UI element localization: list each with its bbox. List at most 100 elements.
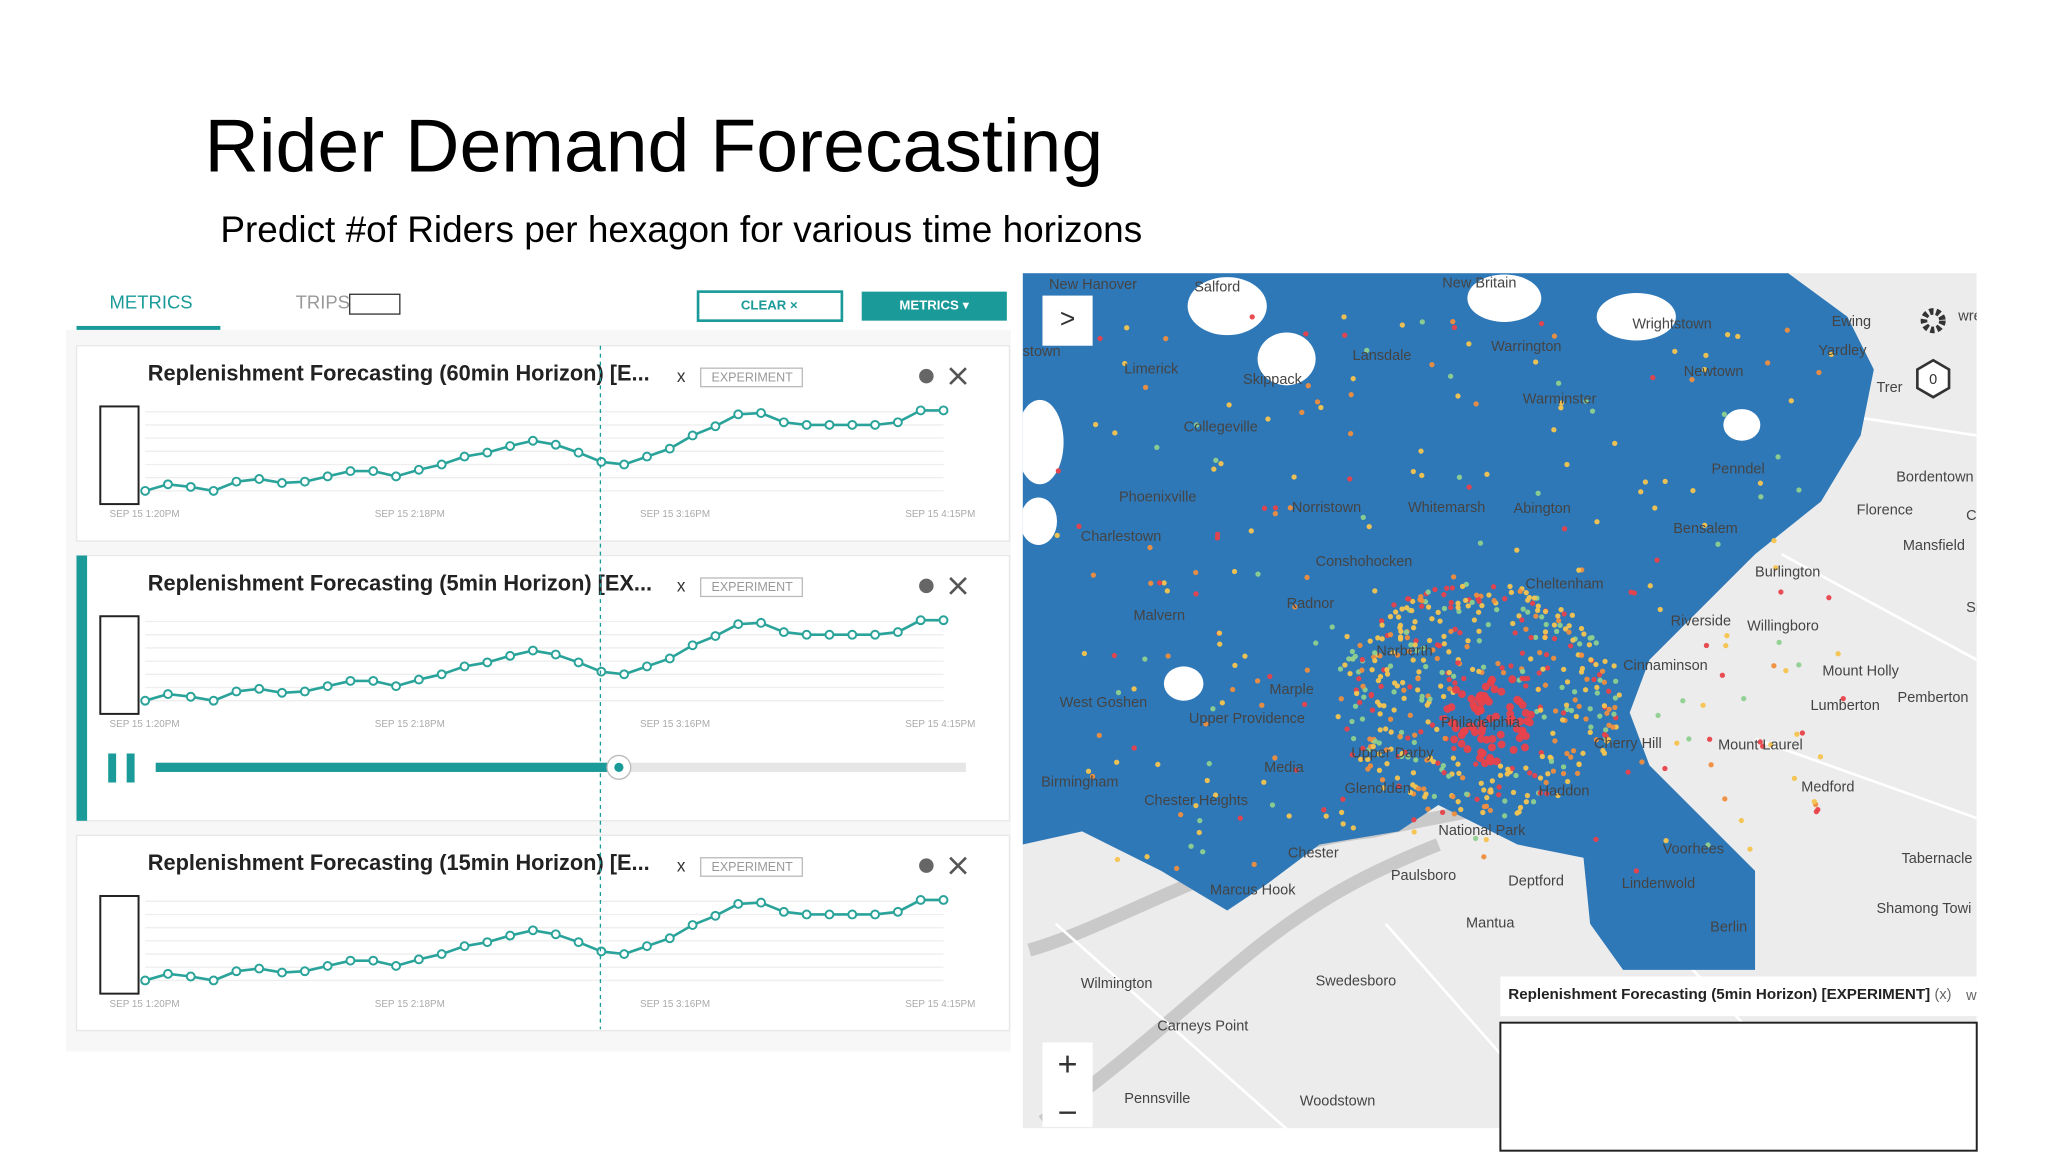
forecast-point [801, 419, 812, 430]
demand-dot [1377, 653, 1383, 659]
demand-dot [1335, 713, 1341, 720]
demand-dot [1537, 775, 1544, 781]
card-close[interactable] [949, 856, 967, 875]
demand-dot [1593, 661, 1599, 668]
demand-dot [1606, 722, 1612, 728]
demand-dot [1612, 704, 1618, 711]
demand-dot [1543, 621, 1549, 628]
demand-dot [1237, 815, 1243, 821]
place-label: Malvern [1134, 608, 1186, 624]
demand-dot [1360, 745, 1366, 751]
demand-dot [1377, 727, 1383, 733]
forecast-point [163, 479, 173, 490]
demand-dot [1484, 794, 1490, 801]
demand-dot [1413, 638, 1419, 644]
forecast-point [163, 689, 173, 700]
forecast-point [505, 930, 516, 941]
forecast-point [505, 441, 516, 451]
demand-dot [1157, 580, 1163, 586]
demand-dot [1423, 664, 1429, 670]
demand-dot [1459, 583, 1466, 590]
pause-bar[interactable] [108, 753, 117, 783]
forecast-point [322, 471, 333, 482]
demand-dot [1738, 817, 1745, 824]
demand-dot [1287, 505, 1293, 511]
forecast-point [322, 681, 333, 692]
demand-dot [1583, 398, 1589, 404]
demand-dot [1410, 625, 1417, 631]
forecast-point [345, 466, 356, 477]
card-close[interactable] [949, 577, 967, 595]
forecast-point [870, 629, 881, 640]
demand-dot [1419, 319, 1425, 325]
demand-dot [1372, 657, 1378, 664]
hex-button[interactable] [1916, 358, 1951, 399]
demand-dot [1486, 714, 1495, 723]
settings-icon[interactable] [1920, 308, 1946, 334]
metrics-button[interactable] [861, 291, 1007, 321]
card-close[interactable] [949, 367, 967, 385]
demand-dot [1338, 809, 1345, 816]
demand-dot [1415, 785, 1422, 792]
demand-dot [1367, 638, 1373, 644]
demand-dot [1513, 772, 1519, 779]
demand-dot [1523, 799, 1529, 805]
demand-dot [1429, 616, 1435, 622]
card-menu[interactable] [919, 578, 934, 594]
demand-dot [1490, 584, 1497, 590]
forecast-point [345, 675, 356, 686]
demand-dot [1372, 650, 1378, 656]
demand-dot [1249, 314, 1255, 320]
demand-dot [1840, 695, 1846, 702]
demand-dot [1650, 374, 1656, 381]
demand-dot [1451, 745, 1457, 752]
demand-dot [1455, 761, 1461, 767]
zoom-out[interactable]: − [1058, 1094, 1078, 1132]
demand-dot [1552, 708, 1559, 714]
zoom-in[interactable]: + [1058, 1045, 1078, 1083]
demand-dot [1410, 468, 1416, 475]
demand-dot [1370, 743, 1376, 750]
demand-dot [1193, 591, 1199, 597]
demand-dot [1484, 697, 1493, 706]
expand-button[interactable] [1042, 295, 1093, 346]
demand-dot [1092, 421, 1099, 428]
tab-underline [76, 325, 221, 330]
card-menu[interactable] [919, 368, 934, 384]
demand-dot [1456, 474, 1463, 480]
forecast-point [870, 419, 881, 430]
place-label: National Park [1438, 823, 1526, 839]
tab[interactable]: TRIPS [296, 291, 350, 312]
demand-dot [1391, 602, 1397, 608]
demand-dot [1486, 757, 1495, 766]
demand-dot [1560, 764, 1567, 770]
pause-bar[interactable] [126, 753, 135, 783]
demand-dot [1528, 656, 1534, 662]
demand-dot [1400, 679, 1406, 686]
tooltip-extra: w [1965, 988, 1977, 1004]
demand-dot [1721, 411, 1728, 417]
card-menu[interactable] [919, 858, 934, 873]
demand-dot [1460, 727, 1469, 735]
demand-dot [1542, 634, 1548, 641]
clear-button[interactable] [696, 290, 844, 322]
demand-dot [1552, 738, 1558, 744]
demand-dot [1305, 383, 1311, 389]
tooltip-close[interactable]: (x) [1935, 987, 1952, 1003]
forecast-point [277, 478, 287, 488]
demand-dot [1471, 728, 1479, 737]
demand-dot [1304, 574, 1310, 581]
demand-dot [1419, 603, 1425, 609]
forecast-point [870, 909, 881, 920]
demand-dot [1469, 666, 1476, 672]
demand-dot [1254, 678, 1261, 684]
demand-dot [1551, 622, 1558, 628]
demand-dot [1352, 703, 1359, 709]
demand-dot [1473, 401, 1479, 407]
demand-dot [1219, 700, 1225, 706]
place-label: Skippack [1243, 372, 1303, 388]
demand-dot [1450, 673, 1457, 679]
tab[interactable]: METRICS [110, 291, 193, 312]
demand-dot [1418, 729, 1424, 735]
demand-dot [1506, 703, 1515, 712]
